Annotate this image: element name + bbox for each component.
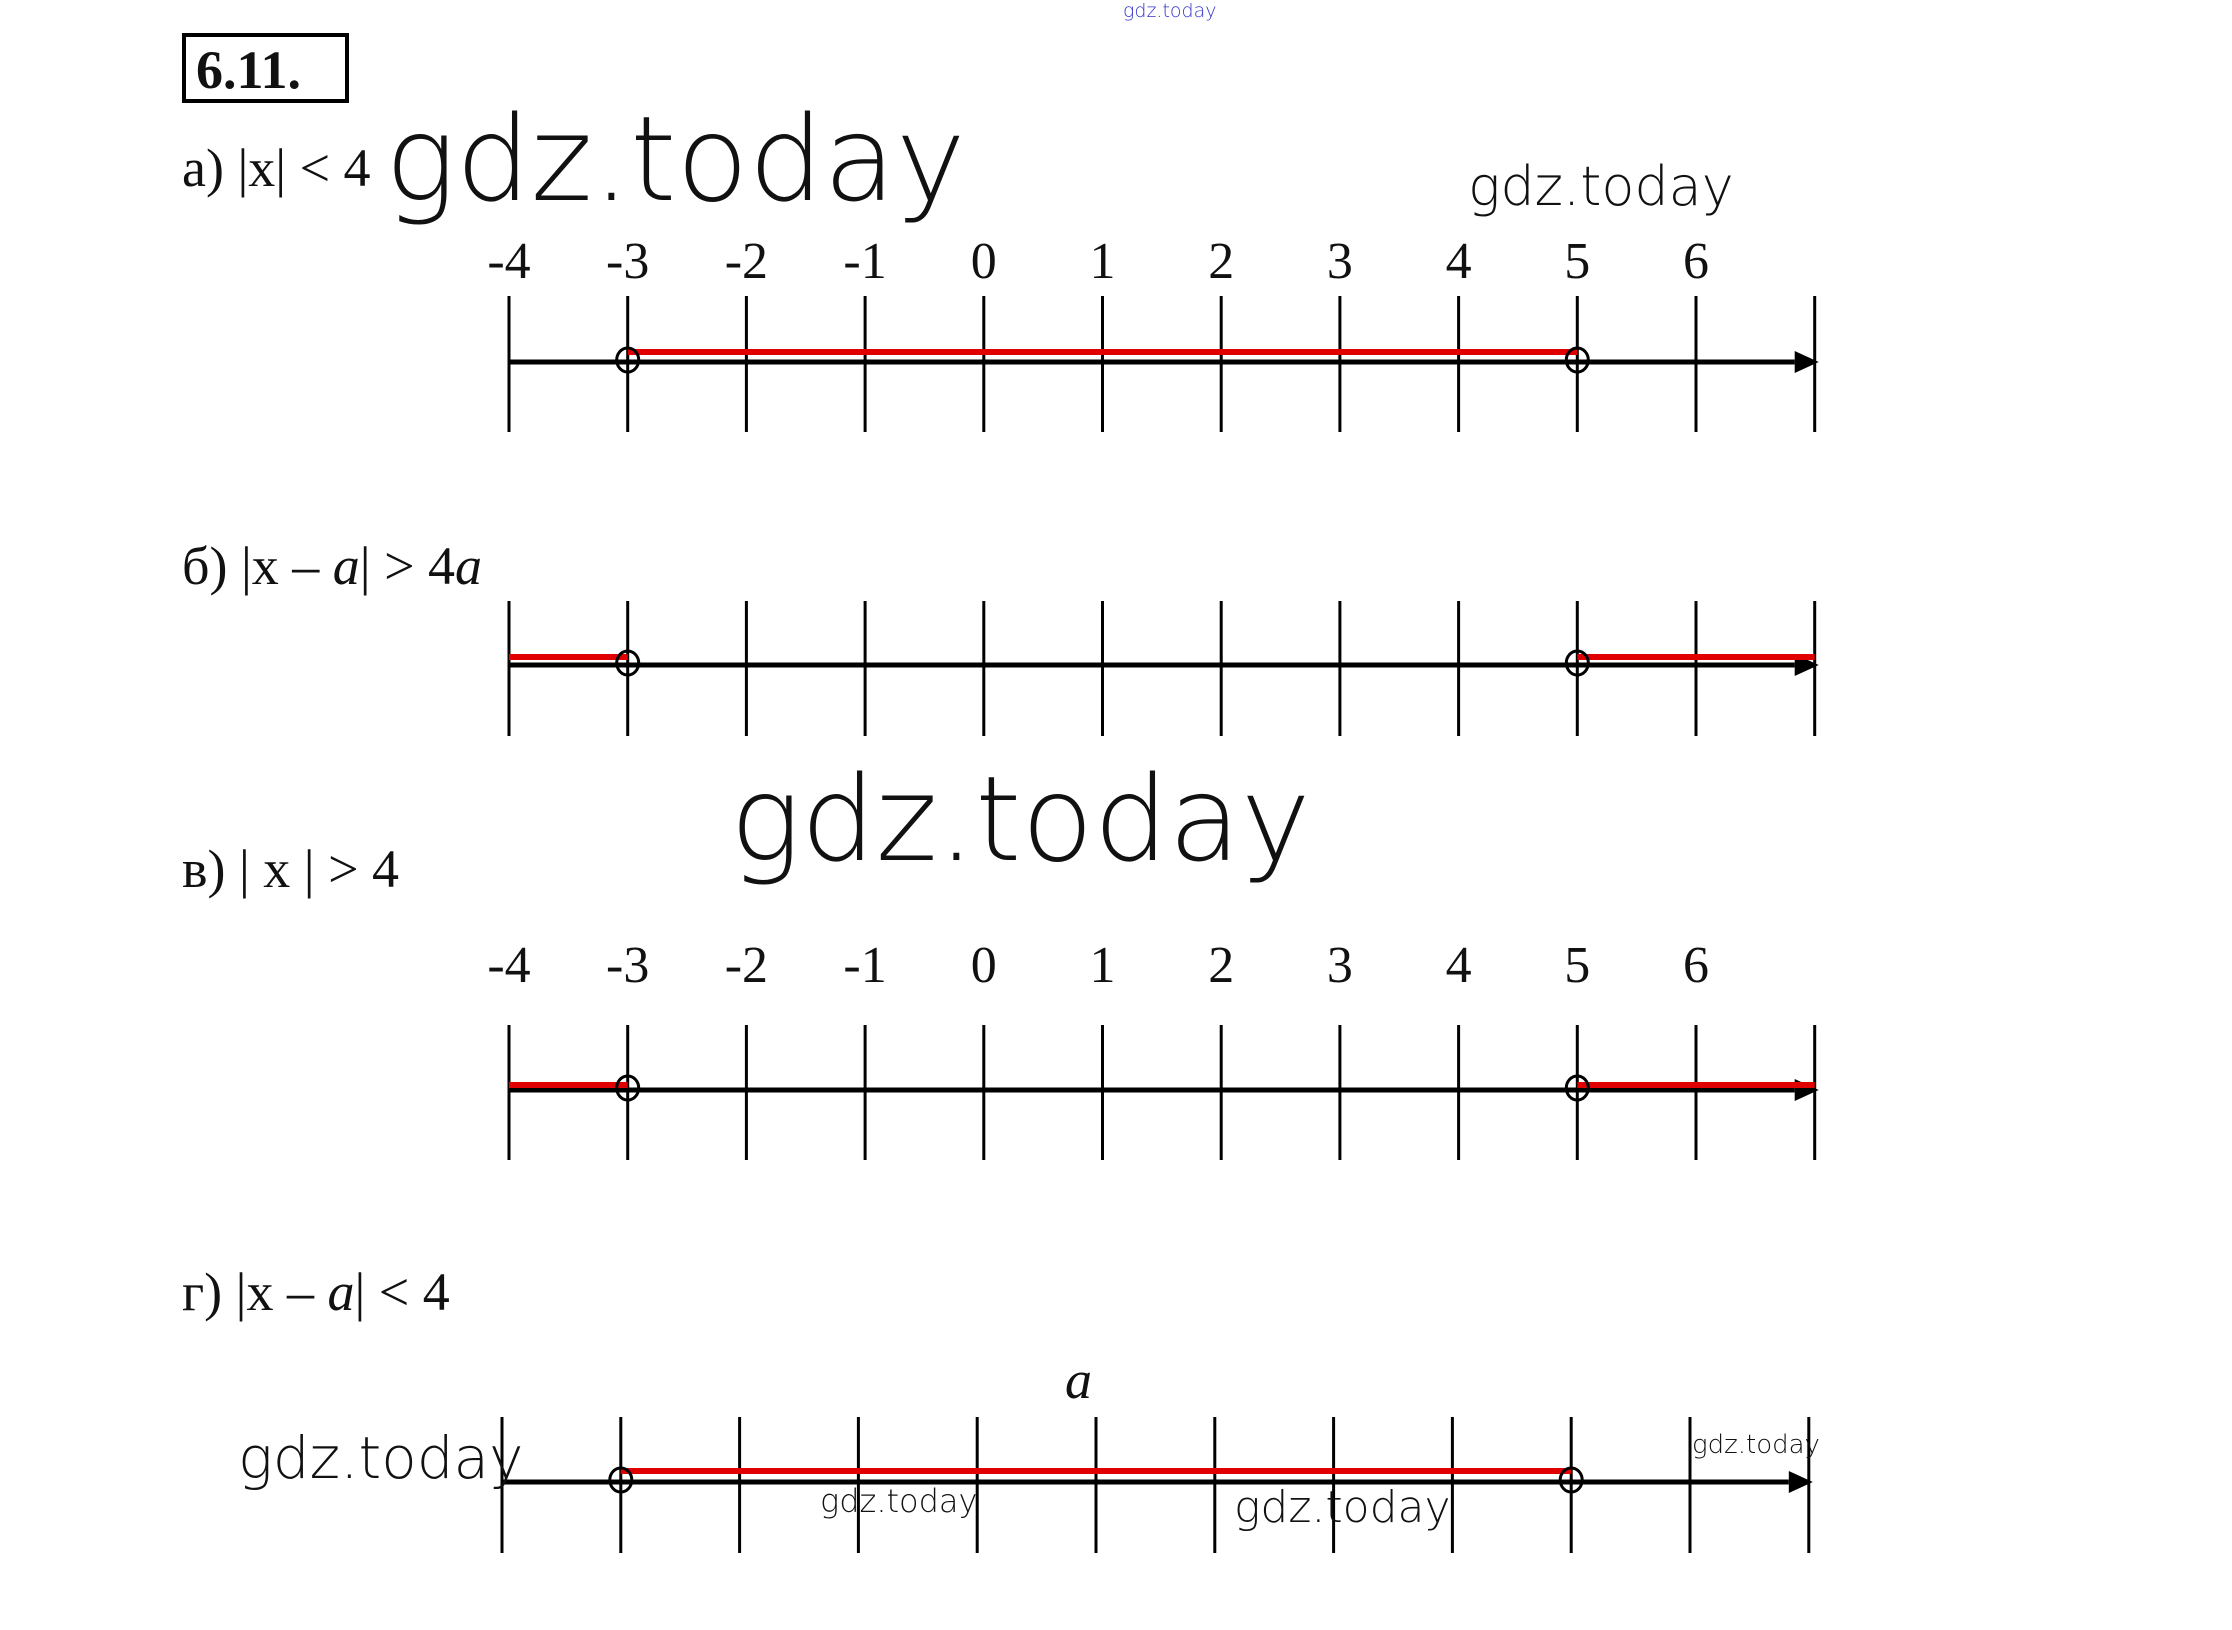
tick-label: 1 [1090, 233, 1116, 290]
tick-label: -2 [725, 937, 768, 994]
center-a-label: a [1065, 1350, 1092, 1410]
tick-label: -1 [843, 937, 886, 994]
top-watermark: gdz.today [1123, 0, 1217, 22]
tick-label: -4 [487, 233, 530, 290]
watermark-large: gdz.today [385, 90, 966, 228]
problem-number: 6.11. [196, 40, 301, 100]
part-c-label: в) | x | > 4 [182, 839, 399, 899]
open-point [615, 346, 641, 374]
axis-arrow [1794, 351, 1819, 373]
watermark-large: gdz.today [730, 750, 1311, 888]
tick-label: 2 [1208, 937, 1234, 994]
open-point [615, 649, 641, 677]
tick-label: 6 [1683, 233, 1709, 290]
tick-label: 0 [971, 233, 997, 290]
watermark: gdz.today [1692, 1430, 1820, 1460]
open-point [1558, 1466, 1584, 1494]
tick-label: -4 [487, 937, 530, 994]
open-point [615, 1074, 641, 1102]
watermark: gdz.today [238, 1424, 523, 1492]
tick-label: -3 [606, 233, 649, 290]
tick-label: 2 [1208, 233, 1234, 290]
part-a-label: а) |x| < 4 [182, 138, 371, 198]
number-lines: -4 -3 -2 -1 0 1 2 3 4 5 6 -4 -3 -2 -1 0 1 2 3 4 5 6 [487, 233, 1819, 1553]
watermark: gdz.today [820, 1482, 977, 1520]
tick-label: 3 [1327, 233, 1353, 290]
tick-label: -2 [725, 233, 768, 290]
open-point [608, 1466, 634, 1494]
tick-label: 5 [1564, 233, 1590, 290]
tick-label: 1 [1090, 937, 1116, 994]
open-point [1564, 346, 1590, 374]
part-b-label: б) |x – a| > 4a [182, 536, 482, 596]
tick-label: 3 [1327, 937, 1353, 994]
tick-label: 4 [1446, 937, 1472, 994]
part-d-label: г) |x – a| < 4 [182, 1262, 450, 1322]
axis-arrow [1788, 1471, 1813, 1493]
open-point [1564, 649, 1590, 677]
tick-label: 4 [1446, 233, 1472, 290]
watermark: gdz.today [1234, 1482, 1451, 1533]
open-point [1564, 1074, 1590, 1102]
tick-label: 0 [971, 937, 997, 994]
tick-label: -1 [843, 233, 886, 290]
problem-number-box [182, 33, 349, 103]
tick-label: 6 [1683, 937, 1709, 994]
watermark: gdz.today [1468, 155, 1734, 218]
tick-label: -3 [606, 937, 649, 994]
tick-label: 5 [1564, 937, 1590, 994]
